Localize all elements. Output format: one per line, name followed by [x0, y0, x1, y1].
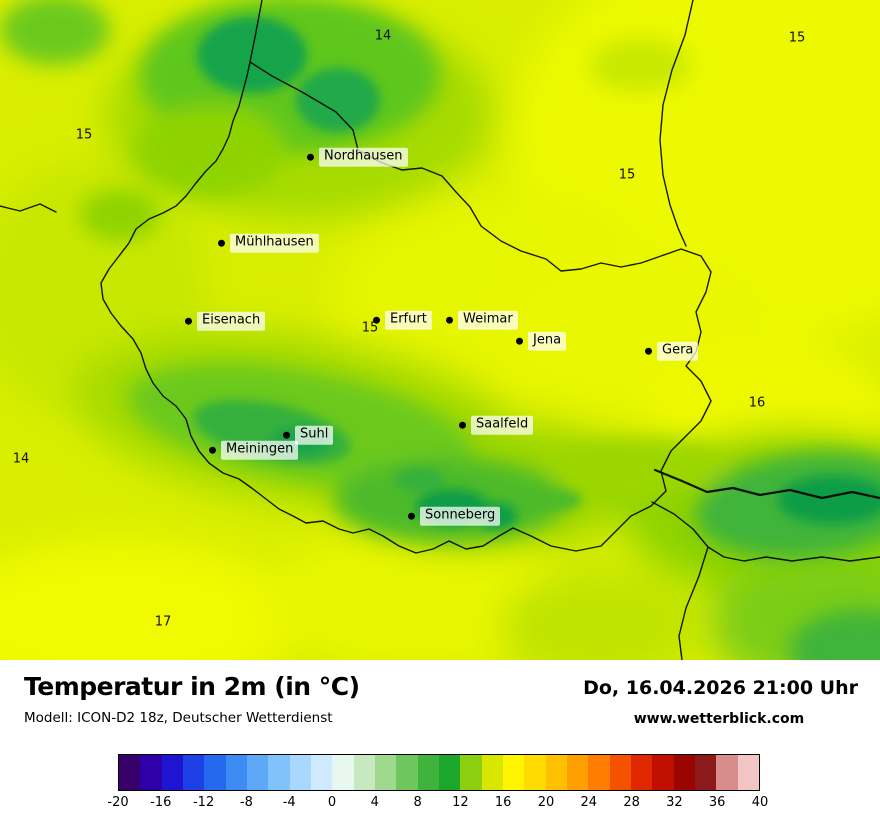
model-info: Modell: ICON-D2 18z, Deutscher Wetterdie… — [24, 710, 333, 726]
temperature-map: Nordhausen Mühlhausen Eisenach Erfurt Weimar… — [0, 0, 880, 660]
legend-tick-label: 36 — [708, 795, 726, 810]
map-title: Temperatur in 2m (in °C) — [24, 672, 360, 701]
legend-color-segment — [204, 755, 226, 790]
border-bottom-right — [678, 546, 709, 660]
legend-tick-label: 4 — [370, 795, 379, 810]
legend-tick-label: 28 — [623, 795, 640, 810]
thuringia-border — [100, 0, 712, 554]
legend-color-segment — [481, 755, 503, 790]
legend-tick-label: -16 — [150, 795, 172, 810]
legend-tick-label: -4 — [282, 795, 296, 810]
legend-color-segment — [737, 755, 759, 790]
legend-color-segment — [140, 755, 162, 790]
legend-color-segment — [609, 755, 631, 790]
legend-color-segment — [353, 755, 375, 790]
legend-color-segment — [374, 755, 397, 790]
legend-color-segment — [673, 755, 695, 790]
legend-color-segment — [652, 755, 674, 790]
legend-color-segment — [182, 755, 205, 790]
legend-color-segment — [545, 755, 567, 790]
legend-color-segment — [417, 755, 439, 790]
legend-tick-label: 20 — [537, 795, 555, 810]
legend-color-segment — [694, 755, 717, 790]
terrain-shading-soft — [0, 0, 880, 660]
temperature-map-svg — [0, 0, 880, 660]
legend-tick-label: 0 — [327, 795, 337, 810]
legend-ticks: -20 -16 -12 -8 -4 0 4 8 12 16 20 24 28 32 36 40 — [107, 795, 768, 815]
legend-tick-label: -8 — [239, 795, 253, 810]
legend-tick-label: 8 — [413, 795, 422, 810]
border-west-stub — [0, 203, 57, 213]
legend-tick-label: 16 — [494, 795, 512, 810]
legend-color-segment — [246, 755, 269, 790]
legend-color-segment — [225, 755, 247, 790]
legend-color-segment — [161, 755, 183, 790]
legend-color-segment — [438, 755, 461, 790]
legend-color-segment — [119, 755, 141, 790]
legend-color-segment — [716, 755, 738, 790]
legend-tick-label: -20 — [107, 795, 129, 810]
legend-color-segment — [502, 755, 525, 790]
border-southeast-bold — [653, 468, 880, 500]
legend-tick-label: 40 — [751, 795, 769, 810]
legend-color-segment — [630, 755, 653, 790]
border-northeast — [659, 0, 694, 247]
footer: Temperatur in 2m (in °C) Do, 16.04.2026 … — [0, 660, 880, 830]
legend-color-segment — [588, 755, 610, 790]
temperature-legend: -20 -16 -12 -8 -4 0 4 8 12 16 20 24 28 32 36 40 — [107, 754, 768, 815]
legend-tick-label: 12 — [452, 795, 469, 810]
legend-color-segment — [289, 755, 311, 790]
legend-color-segment — [460, 755, 482, 790]
forecast-datetime: Do, 16.04.2026 21:00 Uhr — [583, 677, 858, 699]
legend-bar — [118, 754, 760, 791]
legend-color-segment — [566, 755, 589, 790]
legend-tick-label: 32 — [666, 795, 683, 810]
state-borders — [0, 0, 880, 660]
website-url: www.wetterblick.com — [633, 711, 805, 727]
legend-color-segment — [268, 755, 290, 790]
legend-tick-label: -12 — [192, 795, 215, 810]
border-south-branch — [651, 501, 880, 562]
legend-color-segment — [310, 755, 333, 790]
legend-tick-label: 24 — [580, 795, 598, 810]
legend-color-segment — [524, 755, 546, 790]
legend-color-segment — [396, 755, 418, 790]
legend-color-segment — [332, 755, 354, 790]
